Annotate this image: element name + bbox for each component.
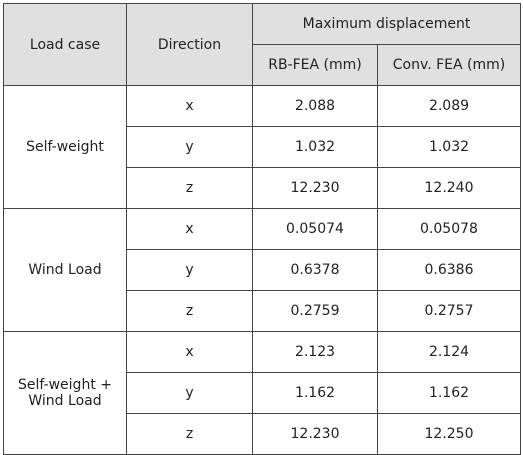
direction-cell: z xyxy=(126,290,253,332)
table-row: Self-weight x 2.088 2.089 xyxy=(3,85,521,209)
direction-cell: z xyxy=(126,413,253,455)
header-cell: Load case xyxy=(3,3,127,86)
table-row: y 1.162 1.162 xyxy=(4,372,521,414)
value-cell: 2.124 xyxy=(377,331,521,373)
table-row: z 0.2759 0.2757 xyxy=(4,290,521,332)
load-case-cell: Self-weight xyxy=(3,85,127,209)
value-cell: 2.123 xyxy=(252,331,378,373)
direction-cell: y xyxy=(126,372,253,414)
header-cell: Maximum displacement xyxy=(252,3,521,45)
value-cell: 12.230 xyxy=(252,413,378,455)
value-cell: 0.6378 xyxy=(252,249,378,291)
value-cell: 0.6386 xyxy=(377,249,521,291)
header-cell: Conv. FEA (mm) xyxy=(377,44,521,86)
direction-cell: x xyxy=(126,208,253,250)
value-cell: 0.05078 xyxy=(377,208,521,250)
direction-cell: x xyxy=(126,85,253,127)
direction-cell: y xyxy=(126,249,253,291)
table-row: z 12.230 12.250 xyxy=(4,413,521,455)
value-cell: 1.032 xyxy=(252,126,378,168)
direction-cell: x xyxy=(126,331,253,373)
value-cell: 0.2757 xyxy=(377,290,521,332)
value-cell: 12.240 xyxy=(377,167,521,209)
table-header: Load case Direction Maximum displacement… xyxy=(3,3,521,86)
table-body: Self-weight x 2.088 2.089 y 1.032 1.032 z 12.230… xyxy=(3,85,521,455)
load-case-cell: Wind Load xyxy=(3,208,127,332)
value-cell: 12.230 xyxy=(252,167,378,209)
table-row: Wind Load x 0.05074 0.05078 xyxy=(3,208,521,332)
direction-cell: z xyxy=(126,167,253,209)
value-cell: 1.162 xyxy=(377,372,521,414)
value-cell: 12.250 xyxy=(377,413,521,455)
table-row: Self-weight + Wind Load x 2.123 2.124 xyxy=(3,331,521,455)
value-cell: 1.162 xyxy=(252,372,378,414)
direction-cell: y xyxy=(126,126,253,168)
value-cell: 2.089 xyxy=(377,85,521,127)
load-case-cell: Self-weight + Wind Load xyxy=(3,331,127,455)
table-row: y 1.032 1.032 xyxy=(4,126,521,168)
header-cell: RB-FEA (mm) xyxy=(252,44,378,86)
value-cell: 1.032 xyxy=(377,126,521,168)
value-cell: 0.2759 xyxy=(252,290,378,332)
table-row: z 12.230 12.240 xyxy=(4,167,521,209)
results-table: Load case Direction Maximum displacement… xyxy=(3,3,521,455)
header-cell: Direction xyxy=(126,3,253,86)
value-cell: 2.088 xyxy=(252,85,378,127)
value-cell: 0.05074 xyxy=(252,208,378,250)
